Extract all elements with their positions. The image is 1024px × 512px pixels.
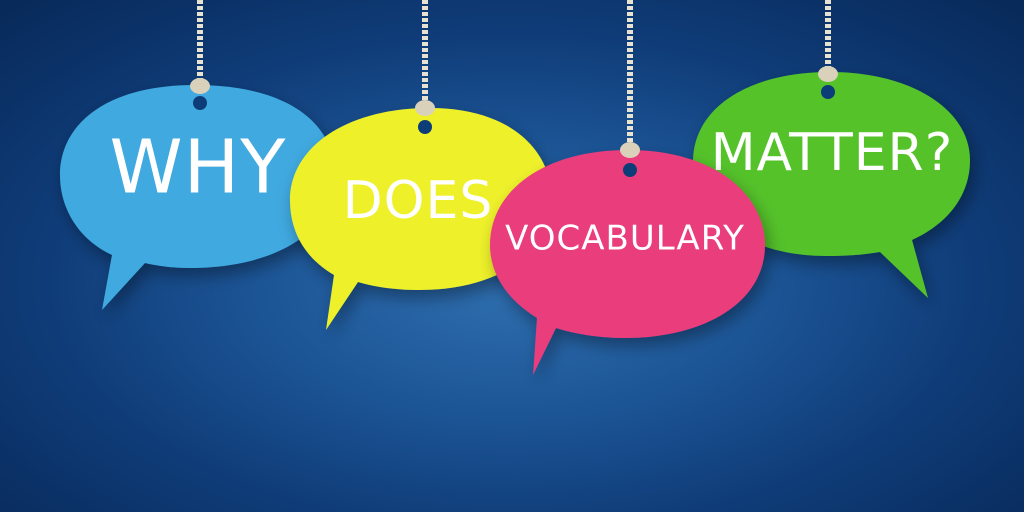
bubble-does: DOES <box>290 108 552 330</box>
bubble-why-text: WHY <box>109 125 286 211</box>
bubble-does-text: DOES <box>343 171 494 231</box>
bubble-vocabulary: VOCABULARY <box>490 150 765 375</box>
bubble-matter-text: MATTER? <box>711 123 954 183</box>
bubble-vocabulary-shape <box>490 150 765 375</box>
hanging-strings <box>197 0 831 152</box>
bubble-vocabulary-text: VOCABULARY <box>505 219 745 259</box>
bubble-why-shape <box>60 85 335 310</box>
bubble-does-shape <box>290 108 552 330</box>
bubble-why: WHY <box>60 85 335 310</box>
string-knots <box>190 66 838 158</box>
